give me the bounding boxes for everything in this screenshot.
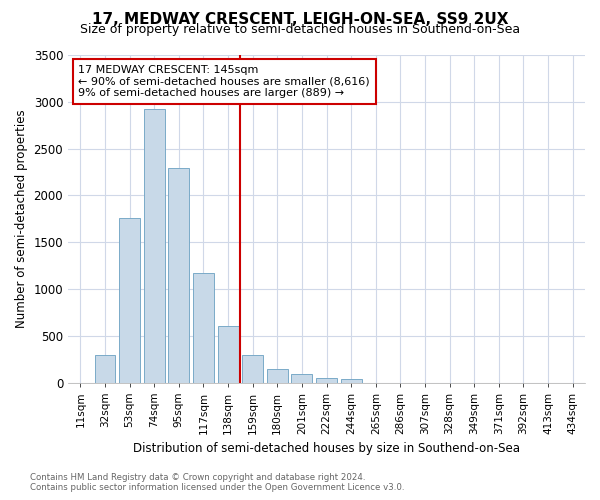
Text: 17 MEDWAY CRESCENT: 145sqm
← 90% of semi-detached houses are smaller (8,616)
9% : 17 MEDWAY CRESCENT: 145sqm ← 90% of semi… — [79, 65, 370, 98]
Bar — [169, 168, 189, 382]
Text: Contains HM Land Registry data © Crown copyright and database right 2024.
Contai: Contains HM Land Registry data © Crown c… — [30, 473, 404, 492]
Bar — [242, 356, 263, 382]
X-axis label: Distribution of semi-detached houses by size in Southend-on-Sea: Distribution of semi-detached houses by … — [133, 442, 520, 455]
Bar — [267, 369, 288, 382]
Bar — [193, 273, 214, 382]
Bar — [218, 326, 239, 382]
Bar — [292, 374, 313, 382]
Bar — [341, 379, 362, 382]
Bar — [95, 355, 115, 382]
Bar — [316, 378, 337, 382]
Y-axis label: Number of semi-detached properties: Number of semi-detached properties — [15, 110, 28, 328]
Bar — [144, 110, 164, 382]
Text: Size of property relative to semi-detached houses in Southend-on-Sea: Size of property relative to semi-detach… — [80, 22, 520, 36]
Text: 17, MEDWAY CRESCENT, LEIGH-ON-SEA, SS9 2UX: 17, MEDWAY CRESCENT, LEIGH-ON-SEA, SS9 2… — [92, 12, 508, 28]
Bar — [119, 218, 140, 382]
